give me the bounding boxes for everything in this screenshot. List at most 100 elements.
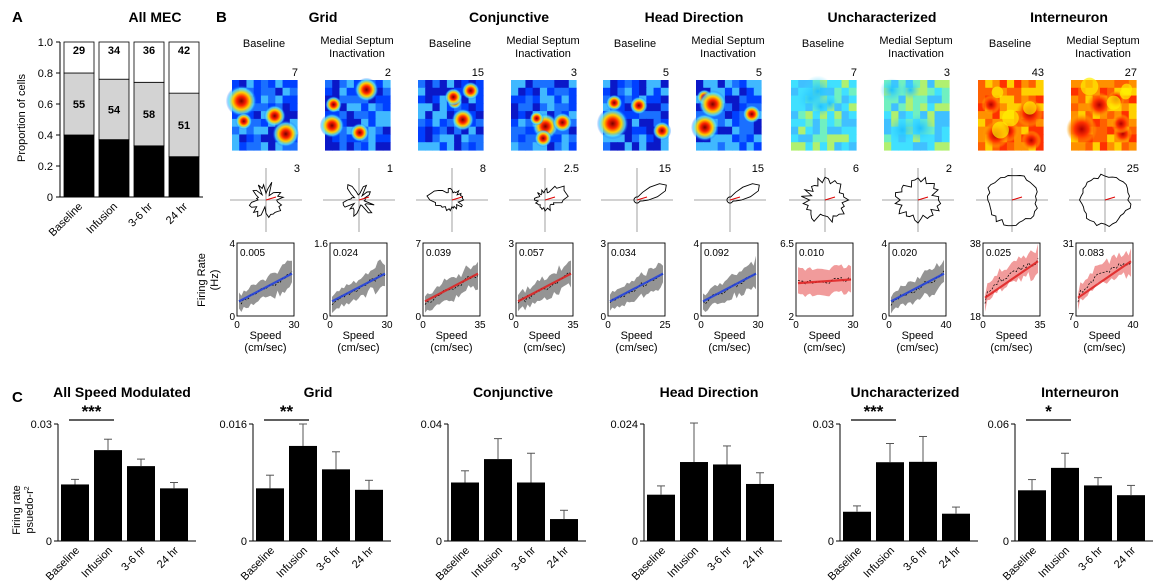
ratemap-cell xyxy=(1085,111,1094,120)
ratemap-cell xyxy=(653,103,662,112)
ratemap-low xyxy=(1080,77,1099,96)
chart-xtick-label: Baseline xyxy=(1001,545,1039,583)
ratemap-cell xyxy=(1035,126,1044,136)
ratemap-cell xyxy=(289,142,298,151)
speed-r2: 0.024 xyxy=(333,248,358,259)
ratemap-cell xyxy=(361,103,369,112)
ratemap-cell xyxy=(941,118,950,128)
polar-trace xyxy=(426,187,465,212)
chart-bar xyxy=(484,459,512,541)
ratemap-cell xyxy=(610,87,619,97)
panel-a-bar-segment xyxy=(133,81,165,147)
ratemap-cell xyxy=(418,111,426,120)
ratemap-cell xyxy=(812,126,821,136)
ratemap-field xyxy=(354,77,379,102)
ratemap-cell xyxy=(561,142,570,151)
ratemap-cell xyxy=(999,95,1008,104)
ratemap-cell xyxy=(468,134,477,143)
ratemap-cell xyxy=(432,87,441,97)
chart-bar xyxy=(909,461,937,541)
ratemap-cell xyxy=(985,118,994,128)
ratemap-cell xyxy=(753,126,762,136)
ratemap-cell xyxy=(239,126,248,136)
chart-ytick-label: 0 xyxy=(241,536,247,548)
panel-a-ytick-label: 0.6 xyxy=(38,99,53,111)
speed-ymax: 4 xyxy=(693,239,699,250)
speed-ymax: 6.5 xyxy=(780,239,794,250)
chart-title: Head Direction xyxy=(660,384,759,400)
ratemap-cell xyxy=(639,118,647,128)
ratemap-cell xyxy=(461,142,470,151)
ratemap-cell xyxy=(446,126,455,136)
ratemap-cell xyxy=(827,111,835,120)
ratemap-cell xyxy=(518,134,527,143)
ratemap-cell xyxy=(346,80,355,89)
ratemap-cell xyxy=(791,118,799,128)
ratemap-cell xyxy=(1014,142,1022,151)
chart-ytick-label: 0 xyxy=(436,536,442,548)
ratemap-cell xyxy=(289,95,298,104)
ratemap-cell xyxy=(418,142,426,151)
ratemap-cell xyxy=(746,95,755,104)
ratemap-cell xyxy=(891,142,900,151)
ratemap-cell xyxy=(992,111,1001,120)
speed-fit-line xyxy=(238,272,293,303)
ratemap-cell xyxy=(425,111,434,120)
ratemap-field xyxy=(887,115,918,145)
ratemap-cell xyxy=(446,142,455,151)
ratemap-cell xyxy=(260,142,269,151)
ratemap-cell xyxy=(753,134,762,143)
ratemap-cell xyxy=(812,142,821,151)
ratemap-cell xyxy=(554,87,563,97)
chart-bar xyxy=(942,513,970,541)
panel-a-bar-segment xyxy=(63,41,95,74)
ratemap-cell xyxy=(739,142,748,151)
panel-c-ylabel-main: psuedo-r xyxy=(24,490,36,534)
chart-xtick-label: 24 hr xyxy=(350,544,376,570)
speed-xmax: 25 xyxy=(659,320,671,331)
ratemap-cell xyxy=(624,118,633,128)
ratemap-cell xyxy=(525,111,534,120)
ratemap-cell xyxy=(739,87,748,97)
panel-a-bar-segment xyxy=(63,72,95,136)
sublabel-baseline: Baseline xyxy=(243,38,285,50)
chart-bar xyxy=(647,494,675,541)
ratemap-cell xyxy=(568,95,577,104)
ratemap-cell xyxy=(999,142,1008,151)
ratemap-cell xyxy=(985,87,994,97)
chart-bar xyxy=(160,488,188,541)
ratemap-field xyxy=(742,105,761,124)
chart-xtick-label: Infusion xyxy=(274,545,310,581)
panel-a-bar-segment xyxy=(133,145,165,198)
ratemap-cell xyxy=(905,142,914,151)
chart-bar xyxy=(451,482,479,541)
ratemap-cell xyxy=(246,126,255,136)
ratemap-cell xyxy=(920,103,928,112)
ratemap-cell xyxy=(941,103,950,112)
chart-xtick-label: 3-6 hr xyxy=(509,544,538,573)
ratemap xyxy=(418,80,484,151)
ratemap-cell xyxy=(368,134,377,143)
ratemap-cell xyxy=(518,80,527,89)
ratemap-cell xyxy=(382,87,391,97)
ratemap-cell xyxy=(368,126,377,136)
ratemap-cell xyxy=(941,87,950,97)
ratemap-cell xyxy=(898,111,907,120)
ratemap-cell xyxy=(724,134,733,143)
ratemap-cell xyxy=(439,103,448,112)
ratemap-cell xyxy=(353,111,362,120)
ratemap-cell xyxy=(332,87,341,97)
ratemap-cell xyxy=(532,80,541,89)
ratemap-cell xyxy=(905,103,914,112)
ratemap-cell xyxy=(624,111,633,120)
ratemap-cell xyxy=(717,134,726,143)
ratemap-cell xyxy=(746,134,755,143)
ratemap-cell xyxy=(710,142,719,151)
ratemap-cell xyxy=(805,126,814,136)
ratemap-cell xyxy=(539,87,548,97)
ratemap-cell xyxy=(554,95,563,104)
ratemap-cell xyxy=(346,111,355,120)
ratemap-cell xyxy=(439,80,448,89)
ratemap-field xyxy=(451,108,474,131)
